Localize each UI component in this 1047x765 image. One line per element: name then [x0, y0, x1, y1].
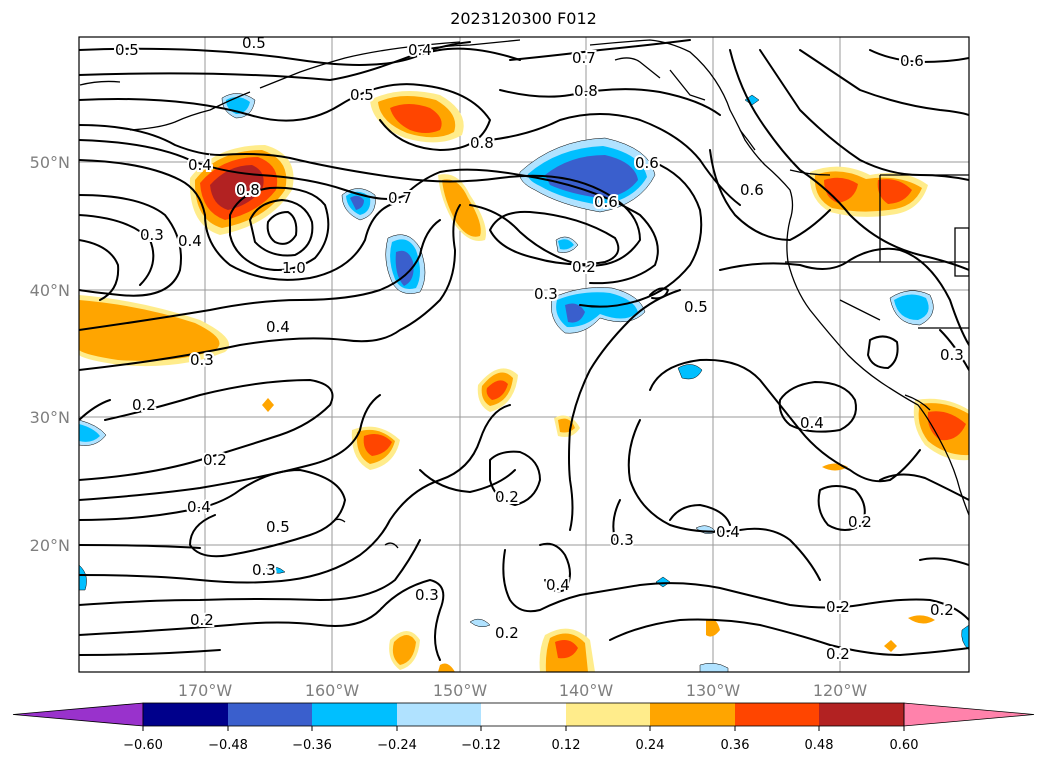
colorbar-swatch: [312, 703, 397, 726]
contour-label: 0.3: [415, 586, 439, 604]
contour-label: 0.6: [900, 52, 924, 70]
contour-label: 0.6: [635, 154, 659, 172]
colorbar-frame: [142, 702, 905, 727]
contour-label: 0.2: [826, 598, 850, 616]
contour-label: 0.2: [826, 645, 850, 663]
lon-tick-label: 160°W: [305, 681, 360, 700]
contour-label: 0.5: [266, 518, 290, 536]
colorbar-tick-label: −0.60: [123, 738, 163, 753]
lon-tick-label: 120°W: [813, 681, 868, 700]
lat-tick-label: 50°N: [30, 153, 70, 172]
contour-label: 0.8: [236, 181, 260, 199]
contour-label: 0.3: [252, 561, 276, 579]
lon-tick-label: 150°W: [433, 681, 488, 700]
lat-tick-label: 20°N: [30, 536, 70, 555]
colorbar-tick-label: 0.12: [552, 738, 581, 753]
contour-label: 0.4: [187, 498, 211, 516]
contour-label: 0.4: [188, 156, 212, 174]
map-panel: 0.5 0.5 0.4 0.5 0.7 0.8 0.8 0.6 0.6 0.4 …: [79, 34, 969, 672]
colorbar-tick-label: −0.24: [377, 738, 417, 753]
contour-label: 0.4: [546, 576, 570, 594]
colorbar-tick-label: −0.12: [461, 738, 501, 753]
contour-label: 0.3: [140, 226, 164, 244]
contour-label: 0.3: [534, 285, 558, 303]
contour-label: 0.2: [132, 396, 156, 414]
lat-axis: 50°N 40°N 30°N 20°N: [30, 153, 70, 555]
contour-label: 0.4: [266, 318, 290, 336]
contour-label: 0.8: [574, 82, 598, 100]
map-title: 2023120300 F012: [450, 9, 597, 28]
colorbar-tick-label: 0.24: [636, 738, 665, 753]
contour-label: 0.5: [684, 298, 708, 316]
colorbar-tick-label: 0.36: [721, 738, 750, 753]
colorbar-swatch: [735, 703, 819, 726]
lon-tick-label: 130°W: [686, 681, 741, 700]
map-frame: [78, 36, 970, 673]
colorbar-tick-label: −0.48: [208, 738, 248, 753]
coastlines: [79, 39, 969, 549]
colorbar: −0.60 −0.48 −0.36 −0.24 −0.12 0.12 0.24 …: [12, 702, 1035, 753]
contour-label: 0.2: [203, 451, 227, 469]
contour-label: 0.2: [848, 513, 872, 531]
contour-label: 0.2: [572, 258, 596, 276]
contour-label: 0.4: [716, 523, 740, 541]
contour-label: 0.4: [408, 41, 432, 59]
gridlines: [79, 37, 969, 672]
contour-label: 0.5: [115, 41, 139, 59]
colorbar-swatch: [650, 703, 735, 726]
contour-label: 0.7: [572, 49, 596, 67]
colorbar-tick-label: 0.48: [805, 738, 834, 753]
contour-label: 0.5: [350, 86, 374, 104]
colorbar-extend-high: [903, 702, 1035, 727]
contour-label: 0.7: [388, 189, 412, 207]
contour-labels: 0.5 0.5 0.4 0.5 0.7 0.8 0.8 0.6 0.6 0.4 …: [113, 34, 966, 665]
contour-label: 1.0: [282, 259, 306, 277]
lon-tick-label: 140°W: [559, 681, 614, 700]
contour-label: 0.2: [495, 624, 519, 642]
contour-label: 0.3: [190, 351, 214, 369]
colorbar-tick-label: −0.36: [292, 738, 332, 753]
colorbar-extend-low: [12, 702, 144, 727]
contour-label: 0.2: [495, 488, 519, 506]
contour-label: 0.6: [740, 181, 764, 199]
contour-label: 0.3: [940, 346, 964, 364]
colorbar-swatch: [397, 703, 481, 726]
contour-label: 0.6: [594, 193, 618, 211]
contour-label: 0.8: [470, 134, 494, 152]
contour-label: 0.5: [242, 34, 266, 52]
colorbar-swatch: [143, 703, 228, 726]
colorbar-swatch: [228, 703, 312, 726]
contour-label: 0.4: [800, 414, 824, 432]
colorbar-swatch: [566, 703, 650, 726]
contour-label: 0.3: [610, 531, 634, 549]
colorbar-swatch: [481, 703, 566, 726]
colorbar-swatch: [819, 703, 904, 726]
contour-label: 0.2: [190, 611, 214, 629]
contour-label: 0.4: [178, 232, 202, 250]
negative-shading: [79, 93, 969, 672]
contours: [79, 39, 969, 661]
colorbar-ticks: [142, 726, 905, 731]
lat-tick-label: 30°N: [30, 408, 70, 427]
contour-label: 0.2: [930, 601, 954, 619]
lon-axis: 170°W 160°W 150°W 140°W 130°W 120°W: [178, 681, 868, 700]
lon-tick-label: 170°W: [178, 681, 233, 700]
colorbar-tick-label: 0.60: [890, 738, 919, 753]
lat-tick-label: 40°N: [30, 281, 70, 300]
